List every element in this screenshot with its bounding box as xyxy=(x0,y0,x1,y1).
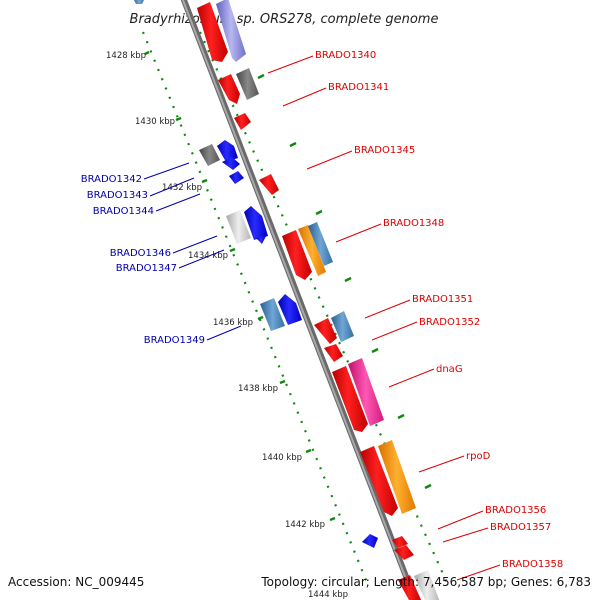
gene-label-brado1352: BRADO1352 xyxy=(419,317,480,328)
gene-arrow xyxy=(414,570,440,600)
label-leaders xyxy=(143,55,501,581)
gene-arrow xyxy=(197,2,228,62)
gene-arrow xyxy=(331,311,354,342)
tick-label: 1438 kbp xyxy=(238,384,278,394)
tick-label: 1430 kbp xyxy=(135,117,175,127)
gene-label-rpoD: rpoD xyxy=(466,451,491,462)
tick-label: 1436 kbp xyxy=(213,318,253,328)
gene-arrow xyxy=(199,144,220,166)
gene-label-brado1341: BRADO1341 xyxy=(328,82,389,93)
tick-label: 1444 kbp xyxy=(308,590,348,600)
gene-arrow xyxy=(398,575,422,600)
gene-arrow xyxy=(244,206,268,240)
gene-arrow xyxy=(226,210,251,244)
genome-backbone xyxy=(180,0,419,600)
gene-label-brado1345: BRADO1345 xyxy=(354,145,415,156)
map-title: Bradyrhizobium sp. ORS278, complete geno… xyxy=(130,12,439,27)
gene-label-dnaG: dnaG xyxy=(436,364,463,375)
gene-arrow xyxy=(234,113,251,130)
gene-arrow xyxy=(298,225,326,276)
tick-label: 1428 kbp xyxy=(106,51,146,61)
gene-arrow xyxy=(332,366,368,432)
gene-arrow xyxy=(134,0,144,4)
gene-label-brado1358: BRADO1358 xyxy=(502,559,563,570)
gene-label-brado1340: BRADO1340 xyxy=(315,50,376,61)
gene-arrow xyxy=(218,74,240,104)
gene-label-brado1348: BRADO1348 xyxy=(383,218,444,229)
gene-features xyxy=(134,0,440,600)
gene-arrow xyxy=(229,171,244,184)
gene-label-brado1343: BRADO1343 xyxy=(87,190,148,201)
gene-label-brado1347: BRADO1347 xyxy=(116,263,177,274)
gene-arrow xyxy=(217,140,238,162)
gene-arrow xyxy=(378,440,416,514)
topology-text: Topology: circular; Length: 7,456,587 bp… xyxy=(261,575,591,589)
gene-arrow xyxy=(236,68,259,100)
gene-arrow xyxy=(392,536,408,548)
gene-arrow xyxy=(362,534,378,548)
tick-label: 1432 kbp xyxy=(162,183,202,193)
forward-gene-labels: BRADO1340 BRADO1341 BRADO1345 BRADO1348 … xyxy=(315,50,563,570)
accession-text: Accession: NC_009445 xyxy=(8,575,145,589)
gene-label-brado1342: BRADO1342 xyxy=(81,174,142,185)
tick-label: 1440 kbp xyxy=(262,453,302,463)
gene-arrow xyxy=(222,157,240,170)
gene-arrow xyxy=(216,0,246,62)
gene-label-brado1356: BRADO1356 xyxy=(485,505,546,516)
gene-arrow xyxy=(314,318,337,344)
gene-arrow xyxy=(308,222,333,266)
tick-label: 1442 kbp xyxy=(285,520,325,530)
gene-arrow xyxy=(348,358,384,426)
gene-arrow xyxy=(256,236,266,244)
reverse-gene-labels: BRADO1342 BRADO1343 BRADO1344 BRADO1346 … xyxy=(81,174,205,346)
gene-label-brado1357: BRADO1357 xyxy=(490,522,551,533)
gene-label-brado1349: BRADO1349 xyxy=(144,335,205,346)
gene-arrow xyxy=(282,230,312,280)
gene-arrow xyxy=(278,294,302,325)
gene-label-brado1351: BRADO1351 xyxy=(412,294,473,305)
gene-arrow xyxy=(360,446,398,516)
gene-arrow xyxy=(259,174,279,195)
inner-dotted-track xyxy=(141,31,370,586)
gene-arrow xyxy=(260,298,285,331)
gene-arrow xyxy=(324,344,343,362)
gene-arrow xyxy=(394,545,414,560)
gene-label-brado1346: BRADO1346 xyxy=(110,248,171,259)
gene-label-brado1344: BRADO1344 xyxy=(93,206,154,217)
scale-ticks: 1428 kbp 1430 kbp 1432 kbp 1434 kbp 1436… xyxy=(106,50,432,530)
